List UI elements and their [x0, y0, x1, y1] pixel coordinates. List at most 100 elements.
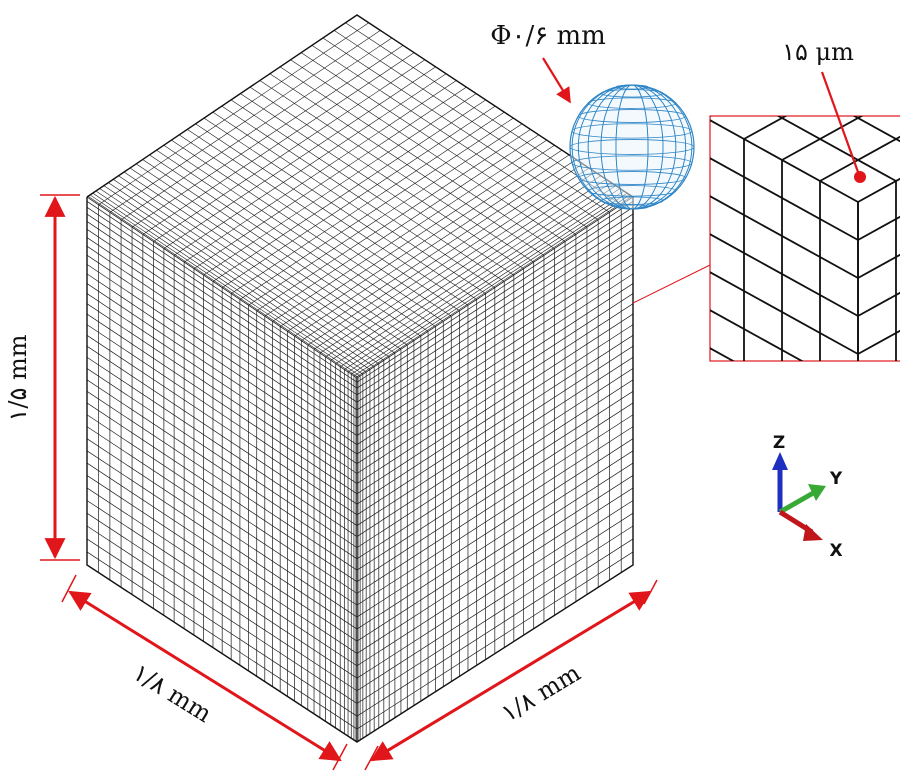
mesh-line	[356, 356, 634, 537]
mesh-line	[99, 188, 371, 370]
mesh-line	[356, 283, 634, 464]
mesh-line	[123, 171, 396, 354]
sphere-parallel	[600, 196, 664, 205]
mesh-line	[356, 221, 634, 403]
dimension-height: ۱/۵ mm	[4, 194, 80, 561]
mesh-line	[86, 345, 358, 526]
mesh-line	[212, 111, 486, 294]
mesh-line	[203, 117, 477, 300]
zoom-mesh-line	[852, 116, 900, 143]
mesh-line	[259, 80, 534, 263]
mesh-line	[86, 313, 358, 495]
zoom-mesh-line	[857, 215, 900, 241]
mesh-line	[136, 163, 408, 346]
mesh-line	[333, 30, 610, 213]
sphere-parallel	[569, 139, 695, 155]
mesh-line	[279, 66, 555, 249]
sphere-parallel	[587, 185, 677, 197]
mesh-line	[356, 201, 634, 383]
sphere-parallel	[615, 204, 649, 210]
mesh-line	[356, 313, 634, 495]
zoom-mesh-line	[857, 177, 900, 203]
mesh-line	[179, 134, 452, 317]
mesh-line	[108, 182, 379, 364]
mesh-line	[86, 245, 358, 427]
mesh-line	[86, 229, 358, 411]
mesh-line	[86, 379, 358, 560]
mesh-line	[86, 196, 358, 379]
mesh-line	[171, 139, 444, 322]
mesh-line	[356, 254, 634, 436]
mesh-line	[86, 283, 358, 464]
particle-diameter-callout: Φ۰/۶ mm	[490, 21, 606, 104]
mesh-line	[356, 245, 634, 427]
mesh-line	[156, 149, 429, 332]
zoom-mesh-grid	[710, 116, 900, 361]
mesh-line	[195, 123, 469, 306]
zoom-frame	[709, 115, 900, 362]
mesh-line	[356, 206, 634, 389]
mesh-line	[86, 293, 358, 474]
mesh-line	[86, 391, 358, 571]
mesh-line	[163, 144, 436, 327]
mesh-line	[142, 159, 415, 341]
mesh-line	[221, 105, 495, 288]
mesh-line	[356, 345, 634, 526]
dimension-width: ۱/۸ mm	[364, 579, 658, 771]
mesh-line	[86, 438, 358, 618]
mesh-line	[86, 264, 358, 445]
mesh-line	[86, 273, 358, 455]
mesh-line	[356, 229, 634, 411]
depth-label: ۱/۸ mm	[128, 658, 217, 728]
cube-top-face	[86, 14, 634, 379]
sphere-parallel	[615, 84, 649, 90]
mesh-line	[356, 273, 634, 455]
cube-outline	[86, 14, 634, 743]
zoom-inset	[632, 115, 900, 362]
mesh-line	[249, 86, 524, 269]
mesh-line	[311, 45, 588, 228]
mesh-line	[89, 194, 361, 377]
zoom-mesh-line	[857, 253, 900, 279]
mesh-line	[322, 37, 599, 221]
cube-right-face	[356, 196, 634, 743]
mesh-line	[356, 237, 634, 419]
cube-left-face	[86, 196, 358, 743]
particle-sphere	[569, 84, 695, 210]
mesh-line	[356, 414, 634, 594]
width-label: ۱/۸ mm	[496, 659, 585, 728]
element-size-label: ۱۵ μm	[782, 38, 854, 66]
mesh-line	[300, 52, 577, 235]
mesh-line	[187, 129, 460, 312]
sphere-parallel	[577, 171, 687, 185]
mesh-line	[356, 324, 634, 505]
zoom-mesh-line	[857, 291, 900, 317]
mesh-line	[86, 368, 358, 548]
mesh-line	[86, 324, 358, 505]
mesh-line	[92, 192, 364, 375]
axis-triad: Z Y X	[772, 433, 843, 561]
zoom-mesh-line	[776, 116, 897, 182]
mesh-line	[356, 196, 634, 379]
mesh-line	[129, 167, 402, 350]
mesh-line	[86, 254, 358, 436]
mesh-line	[86, 237, 358, 419]
mesh-line	[356, 264, 634, 445]
zoom-mesh-line	[743, 116, 788, 140]
mesh-line	[356, 426, 634, 606]
mesh-line	[95, 190, 367, 373]
mesh-line	[86, 356, 358, 537]
mesh-line	[118, 175, 390, 358]
mesh-line	[356, 368, 634, 548]
zoom-mesh-line	[710, 195, 859, 279]
element-size-callout: ۱۵ μm	[782, 38, 866, 183]
mesh-cube	[86, 14, 634, 743]
mesh-line	[87, 196, 359, 378]
zoom-mesh-line	[857, 329, 900, 355]
element-size-marker	[854, 171, 866, 183]
sphere-parallel	[587, 97, 677, 109]
mesh-line	[290, 59, 566, 242]
sphere-parallel	[600, 89, 664, 98]
dimension-depth: ۱/۸ mm	[61, 574, 348, 771]
